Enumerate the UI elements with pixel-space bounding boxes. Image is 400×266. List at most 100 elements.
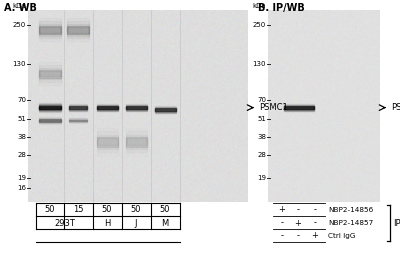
Bar [39, 65, 61, 82]
Bar [96, 131, 118, 152]
Text: +: + [278, 206, 286, 214]
Bar [69, 117, 87, 124]
Bar [96, 107, 118, 109]
Text: +: + [294, 218, 302, 227]
Bar [96, 106, 118, 110]
Bar [39, 68, 61, 79]
Bar [39, 71, 61, 76]
Bar [284, 105, 314, 110]
Bar [39, 69, 61, 78]
Bar [39, 26, 61, 34]
Bar [96, 127, 118, 156]
Bar [126, 131, 146, 152]
Text: 51: 51 [257, 116, 266, 122]
Bar [67, 26, 89, 34]
Text: -: - [296, 206, 300, 214]
Text: 19: 19 [257, 175, 266, 181]
Bar [39, 103, 61, 112]
Bar [67, 21, 89, 38]
Bar [69, 106, 87, 109]
Bar [39, 118, 61, 123]
Text: PSMC1: PSMC1 [391, 103, 400, 112]
Bar [126, 135, 146, 149]
Bar [69, 107, 87, 109]
Text: -: - [296, 231, 300, 240]
Bar [69, 106, 87, 110]
Bar [126, 103, 146, 113]
Bar [284, 104, 314, 111]
Bar [284, 103, 314, 113]
Text: 16: 16 [17, 185, 26, 191]
Text: 19: 19 [17, 175, 26, 181]
Text: 50: 50 [102, 206, 112, 214]
Text: Ctrl IgG: Ctrl IgG [328, 233, 356, 239]
Text: B. IP/WB: B. IP/WB [258, 3, 305, 13]
Bar [39, 106, 61, 109]
Text: M: M [161, 218, 169, 227]
Bar [39, 120, 61, 121]
Bar [39, 119, 61, 122]
Bar [126, 107, 146, 109]
Bar [126, 106, 146, 110]
Text: 51: 51 [17, 116, 26, 122]
Bar [69, 119, 87, 121]
Bar [39, 106, 61, 109]
Bar [154, 108, 176, 111]
Bar [96, 104, 118, 111]
Bar [154, 106, 176, 114]
Bar [96, 124, 118, 159]
Bar [69, 104, 87, 111]
Bar [39, 102, 61, 113]
Bar [39, 59, 61, 88]
Text: 130: 130 [252, 61, 266, 67]
Bar [39, 27, 61, 33]
Bar [284, 107, 314, 109]
Text: A. WB: A. WB [4, 3, 37, 13]
Text: -: - [280, 218, 284, 227]
Text: kDa: kDa [252, 3, 266, 9]
Bar [69, 105, 87, 110]
Bar [96, 138, 118, 145]
Text: 15: 15 [73, 206, 83, 214]
Bar [96, 137, 118, 147]
Text: 38: 38 [257, 134, 266, 140]
Bar [284, 106, 314, 109]
Bar [69, 119, 87, 122]
Bar [69, 120, 87, 121]
Bar [69, 118, 87, 123]
Text: 50: 50 [131, 206, 141, 214]
Text: J: J [135, 218, 137, 227]
Text: 50: 50 [45, 206, 55, 214]
Text: 38: 38 [17, 134, 26, 140]
Bar [39, 24, 61, 36]
Bar [284, 106, 314, 110]
Bar [69, 118, 87, 122]
Bar [39, 62, 61, 85]
Bar [96, 103, 118, 113]
Bar [39, 18, 61, 41]
Bar [39, 105, 61, 110]
Text: 28: 28 [257, 152, 266, 158]
Bar [154, 107, 176, 113]
Text: +: + [312, 231, 318, 240]
Bar [39, 117, 61, 124]
Text: IP: IP [393, 218, 400, 227]
Text: 250: 250 [13, 22, 26, 28]
Text: 28: 28 [17, 152, 26, 158]
Text: H: H [104, 218, 110, 227]
Text: PSMC1: PSMC1 [259, 103, 288, 112]
Bar [154, 108, 176, 111]
Bar [96, 106, 118, 109]
Bar [126, 124, 146, 159]
Bar [126, 127, 146, 156]
Bar [96, 105, 118, 110]
Bar [154, 109, 176, 111]
Text: 130: 130 [12, 61, 26, 67]
Bar [39, 119, 61, 122]
Bar [96, 135, 118, 149]
Bar [39, 21, 61, 38]
Bar [154, 105, 176, 114]
Bar [126, 138, 146, 145]
Text: 293T: 293T [54, 218, 75, 227]
Text: kDa: kDa [12, 3, 26, 9]
